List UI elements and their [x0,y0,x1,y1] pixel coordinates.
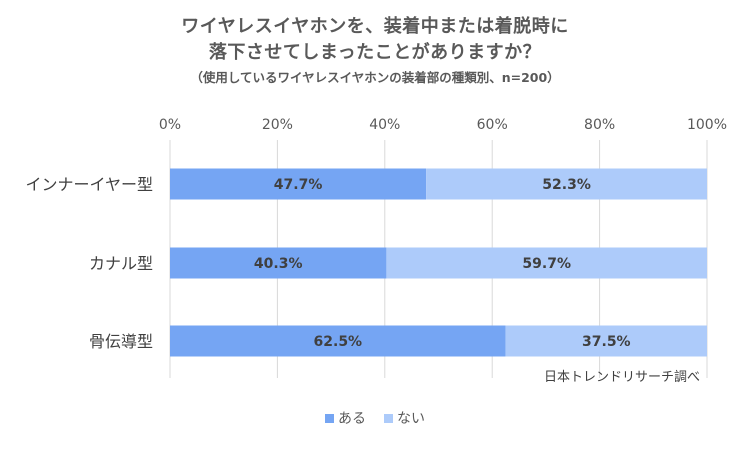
source-note: 日本トレンドリサーチ調べ [544,370,700,385]
legend-swatch-nai [384,413,393,423]
chart-title-line-1: ワイヤレスイヤホンを、装着中または着脱時に [181,16,569,37]
legend-item-nai: ない [384,408,425,428]
x-tick-label: 60% [477,117,508,133]
bar-aru [170,247,387,279]
bar-aru [170,325,506,357]
chart-legend: ある ない [0,408,750,428]
bar-nai [386,247,707,279]
data-label: 37.5% [582,334,631,350]
x-tick-label: 100% [687,117,727,133]
legend-item-aru: ある [325,408,366,428]
x-tick-label: 40% [369,117,400,133]
data-label: 40.3% [254,256,303,272]
x-tick-label: 80% [584,117,615,133]
bar-aru [170,168,427,200]
bar-nai [426,168,707,200]
chart-title-block: ワイヤレスイヤホンを、装着中または着脱時に 落下させてしまったことがありますか？… [0,14,750,88]
category-label: インナーイヤー型 [25,175,153,194]
data-label: 47.7% [274,177,323,193]
data-label: 62.5% [314,334,363,350]
category-label: 骨伝導型 [89,332,153,351]
chart-title-line-2: 落下させてしまったことがありますか？ [208,42,542,63]
data-label: 59.7% [522,256,571,272]
data-label: 52.3% [542,177,591,193]
legend-label-aru: ある [338,411,366,427]
x-tick-label: 20% [262,117,293,133]
legend-label-nai: ない [397,411,425,427]
category-label: カナル型 [89,254,153,273]
bar-nai [505,325,707,357]
legend-swatch-aru [325,413,334,423]
chart-subtitle: （使用しているワイヤレスイヤホンの装着部の種類別、n=200） [190,70,560,85]
x-tick-label: 0% [159,117,181,133]
